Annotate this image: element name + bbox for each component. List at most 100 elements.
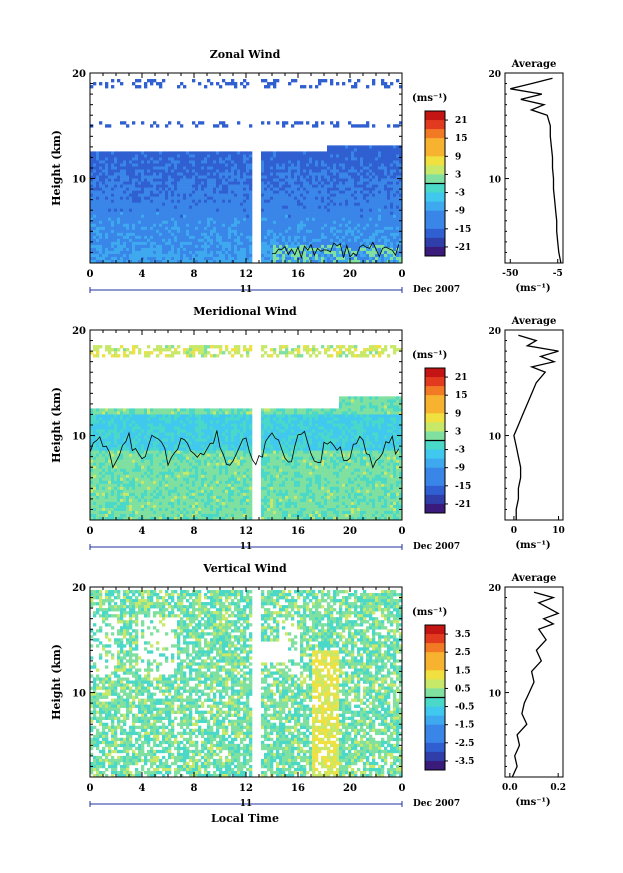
heatmap-cell (369, 172, 373, 176)
heatmap-cell (132, 175, 136, 179)
heatmap-cell (117, 184, 121, 188)
heatmap-cell (135, 480, 139, 485)
heatmap-cell (135, 151, 139, 155)
heatmap-cell (270, 247, 274, 252)
heatmap-cell (183, 211, 187, 216)
heatmap-cell (312, 169, 316, 173)
heatmap-cell (342, 217, 346, 222)
heatmap-cell (294, 223, 298, 228)
heatmap-cell (294, 190, 298, 194)
heatmap-cell (204, 202, 208, 206)
heatmap-cell (135, 345, 139, 349)
heatmap-cell (387, 172, 391, 176)
heatmap-cell (282, 205, 286, 210)
heatmap-cell (219, 169, 223, 173)
heatmap-cell (246, 259, 250, 264)
heatmap-cell (273, 205, 277, 210)
heatmap-cell (144, 435, 148, 439)
heatmap-cell (237, 235, 241, 240)
heatmap-cell (243, 205, 247, 210)
heatmap-cell (234, 196, 238, 200)
heatmap-cell (90, 253, 94, 258)
heatmap-cell (297, 259, 301, 264)
heatmap-cell (165, 172, 169, 176)
heatmap-cell (315, 184, 319, 188)
heatmap-cell (114, 223, 118, 228)
heatmap-cell (201, 163, 205, 167)
heatmap-cell (381, 226, 385, 231)
heatmap-cell (276, 205, 280, 210)
heatmap-cell (216, 256, 220, 261)
heatmap-cell (102, 516, 106, 521)
heatmap-cell (192, 196, 196, 200)
heatmap-cell (342, 181, 346, 185)
heatmap-cell (291, 178, 295, 182)
heatmap-cell (180, 241, 184, 246)
heatmap-cell (111, 178, 115, 182)
heatmap-cell (126, 202, 130, 206)
heatmap-cell (156, 226, 160, 231)
heatmap-cell (150, 217, 154, 222)
heatmap-cell (108, 348, 112, 352)
heatmap-cell (111, 205, 115, 210)
heatmap-cell (222, 208, 226, 213)
heatmap-cell (153, 229, 157, 234)
heatmap-cell (96, 202, 100, 206)
heatmap-cell (120, 504, 124, 509)
heatmap-cell (93, 411, 97, 415)
heatmap-cell (96, 483, 100, 488)
heatmap-cell (327, 217, 331, 222)
heatmap-cell (237, 214, 241, 219)
heatmap-cell (225, 205, 229, 210)
heatmap-cell (147, 459, 151, 463)
heatmap-cell (177, 190, 181, 194)
heatmap-cell (354, 184, 358, 188)
heatmap-cell (195, 208, 199, 213)
heatmap-cell (177, 187, 181, 191)
heatmap-cell (144, 480, 148, 485)
heatmap-cell (285, 235, 289, 240)
heatmap-cell (120, 465, 124, 470)
heatmap-cell (183, 202, 187, 206)
heatmap-cell (192, 220, 196, 225)
heatmap-cell (360, 187, 364, 191)
heatmap-cell (264, 85, 268, 89)
heatmap-cell (195, 214, 199, 219)
heatmap-cell (174, 211, 178, 216)
heatmap-cell (324, 172, 328, 176)
heatmap-cell (96, 351, 100, 355)
heatmap-cell (264, 259, 268, 264)
heatmap-cell (249, 208, 253, 213)
heatmap-cell (147, 169, 151, 173)
heatmap-cell (279, 172, 283, 176)
heatmap-cell (294, 241, 298, 246)
heatmap-cell (351, 226, 355, 231)
heatmap-cell (174, 232, 178, 237)
heatmap-cell (384, 259, 388, 264)
heatmap-cell (222, 190, 226, 194)
heatmap-cell (108, 226, 112, 231)
heatmap-cell (297, 175, 301, 179)
heatmap-cell (108, 477, 112, 482)
heatmap-cell (177, 151, 181, 155)
heatmap-cell (159, 235, 163, 240)
heatmap-cell (342, 172, 346, 176)
heatmap-cell (198, 154, 202, 158)
heatmap-cell (93, 250, 97, 255)
heatmap-cell (138, 79, 142, 83)
heatmap-cell (183, 154, 187, 158)
heatmap-cell (267, 121, 271, 125)
heatmap-cell (159, 256, 163, 261)
heatmap-cell (237, 211, 241, 216)
heatmap-cell (96, 450, 100, 454)
heatmap-cell (108, 507, 112, 512)
heatmap-cell (312, 178, 316, 182)
heatmap-cell (342, 229, 346, 234)
heatmap-cell (108, 468, 112, 473)
heatmap-cell (120, 190, 124, 194)
heatmap-cell (348, 241, 352, 246)
heatmap-cell (243, 163, 247, 167)
heatmap-cell (381, 241, 385, 246)
heatmap-cell (348, 172, 352, 176)
heatmap-cell (156, 489, 160, 494)
